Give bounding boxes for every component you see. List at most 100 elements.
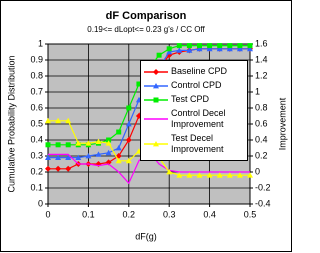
point	[247, 45, 253, 52]
legend-swatch	[144, 141, 168, 147]
legend-label: Control CPD	[171, 80, 222, 90]
legend-entry: Baseline CPD	[141, 66, 247, 77]
point	[153, 68, 159, 75]
point	[116, 129, 122, 135]
legend: Baseline CPD Control CPD Test CPD Control D…	[140, 60, 248, 161]
y-tick-label: 0.8	[30, 70, 43, 80]
y2-tick-label: 1.4	[255, 54, 268, 64]
y-tick-label: 0.4	[30, 134, 43, 144]
point	[226, 45, 233, 52]
point	[105, 140, 112, 146]
point	[247, 172, 253, 178]
y-axis-label: Cumulative Probability Distribution	[6, 55, 16, 192]
y-tick-label: 1	[38, 38, 43, 48]
point	[55, 165, 62, 172]
point	[125, 121, 132, 127]
point	[45, 142, 51, 148]
legend-swatch	[144, 68, 168, 75]
legend-label: Baseline CPD	[171, 66, 228, 76]
legend-label: Test Decel Improvement	[171, 133, 224, 154]
point	[186, 172, 193, 178]
chart-frame: dF Comparison 0.19<= dLopt<= 0.23 g's / …	[0, 0, 293, 253]
x-tick-label: 0.1	[82, 209, 95, 219]
y-tick-label: 0.2	[30, 166, 43, 176]
point	[216, 172, 223, 178]
point	[75, 140, 82, 146]
point	[236, 172, 243, 178]
point	[176, 43, 182, 49]
chart-title: dF Comparison	[106, 10, 187, 22]
point	[105, 149, 112, 156]
point	[45, 165, 51, 172]
legend-swatch	[144, 82, 168, 88]
legend-entry: Control Decel Improvement	[141, 108, 247, 130]
point	[55, 154, 62, 160]
point	[206, 45, 213, 52]
y2-axis-label: Improvement	[277, 97, 287, 150]
point	[207, 43, 213, 49]
point	[65, 154, 72, 160]
point	[85, 153, 92, 159]
y2-tick-label: 0.8	[255, 102, 268, 112]
y2-tick-label: 1.2	[255, 70, 268, 80]
point	[166, 49, 173, 55]
point	[176, 47, 183, 53]
point	[85, 140, 92, 146]
point	[65, 142, 71, 148]
x-tick-label: 0	[45, 209, 50, 219]
point	[75, 154, 82, 160]
point	[166, 169, 173, 175]
y-tick-label: 0.6	[30, 102, 43, 112]
point	[226, 172, 233, 178]
legend-swatch	[144, 97, 168, 102]
point	[65, 117, 72, 124]
point	[126, 105, 132, 111]
y2-tick-label: 0.4	[255, 134, 268, 144]
y2-tick-label: 0.6	[255, 118, 268, 128]
y2-tick-label: -0.2	[255, 182, 271, 192]
point	[45, 117, 51, 124]
point	[176, 172, 183, 178]
legend-swatch	[144, 118, 168, 120]
legend-label: Control Decel Improvement	[171, 108, 226, 129]
point	[197, 43, 202, 49]
point	[115, 157, 122, 164]
x-tick-label: 0.4	[203, 209, 216, 219]
point	[125, 137, 132, 143]
y2-tick-label: 1.6	[255, 38, 268, 48]
point	[153, 141, 159, 147]
point	[247, 43, 253, 49]
point	[95, 151, 102, 157]
y-tick-label: 0.9	[30, 54, 43, 64]
point	[136, 81, 142, 87]
y-tick-label: 0.1	[30, 182, 43, 192]
legend-entry: Test Decel Improvement	[141, 133, 247, 155]
legend-label: Test CPD	[171, 94, 210, 104]
y2-tick-label: 0	[255, 166, 260, 176]
y2-tick-label: -0.4	[255, 198, 271, 208]
y2-tick-label: 0.2	[255, 150, 268, 160]
point	[106, 137, 112, 143]
point	[115, 145, 122, 151]
x-axis-label: dF(g)	[135, 231, 157, 241]
chart-subtitle: 0.19<= dLopt<= 0.23 g's / CC Off	[87, 25, 205, 34]
point	[236, 45, 243, 52]
y-tick-label: 0.5	[30, 118, 43, 128]
legend-entry: Control CPD	[141, 80, 247, 91]
point	[166, 46, 172, 52]
point	[186, 47, 193, 53]
point	[153, 97, 159, 102]
point	[45, 154, 51, 160]
x-tick-label: 0.3	[163, 209, 176, 219]
point	[125, 157, 132, 164]
point	[95, 138, 102, 144]
point	[216, 45, 223, 52]
point	[156, 52, 162, 58]
y-tick-label: 0.7	[30, 86, 43, 96]
point	[55, 117, 62, 124]
point	[153, 82, 159, 88]
point	[237, 43, 243, 49]
point	[217, 43, 223, 49]
y2-tick-label: 1	[255, 86, 260, 96]
point	[227, 43, 233, 49]
